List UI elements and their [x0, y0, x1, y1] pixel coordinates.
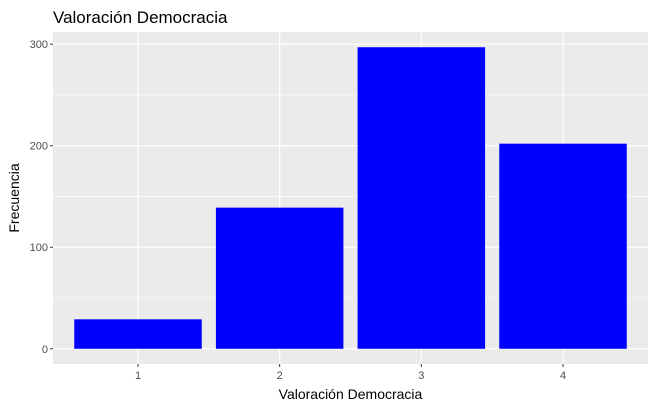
- x-tick-label: 4: [560, 370, 566, 382]
- y-tick-label: 0: [42, 344, 48, 356]
- x-tick-label: 1: [135, 370, 141, 382]
- x-axis-ticks: 1 2 3 4: [135, 364, 566, 382]
- chart-title: Valoración Democracia: [53, 8, 228, 27]
- bars: [74, 47, 627, 349]
- bar: [499, 143, 627, 349]
- bar: [357, 47, 486, 349]
- y-axis-ticks: 0 100 200 300: [30, 39, 53, 356]
- y-tick-label: 300: [30, 39, 48, 51]
- y-axis-title: Frecuencia: [6, 163, 22, 232]
- x-tick-label: 3: [418, 370, 424, 382]
- x-axis-title: Valoración Democracia: [279, 386, 423, 402]
- bar: [74, 319, 202, 349]
- bar: [215, 207, 344, 349]
- y-tick-label: 100: [30, 242, 48, 254]
- y-tick-label: 200: [30, 141, 48, 153]
- x-tick-label: 2: [277, 370, 283, 382]
